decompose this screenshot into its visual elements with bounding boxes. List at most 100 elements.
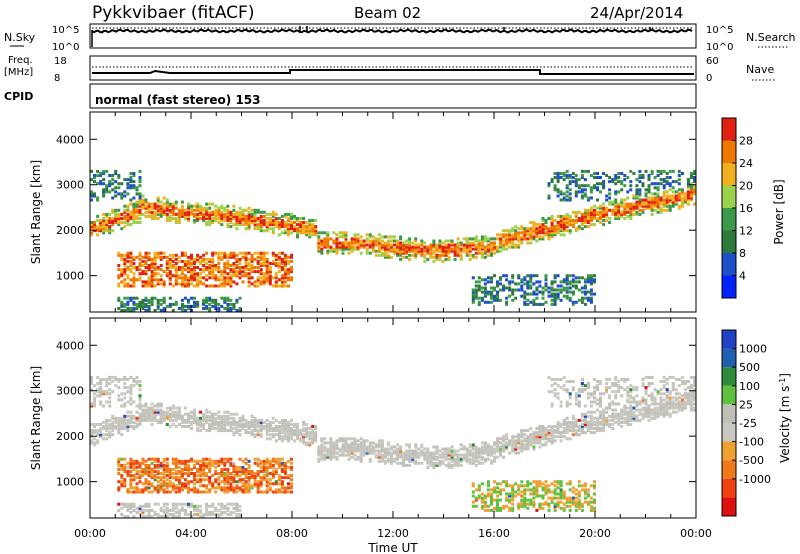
power-cell bbox=[668, 184, 672, 188]
power-cell bbox=[156, 302, 160, 306]
power-cell bbox=[308, 235, 312, 239]
velocity-cell bbox=[480, 500, 484, 504]
power-cell bbox=[129, 255, 133, 259]
power-cell bbox=[562, 288, 566, 292]
velocity-cell bbox=[180, 482, 184, 486]
power-cell bbox=[126, 266, 130, 269]
power-cell bbox=[517, 274, 521, 278]
power-cell bbox=[589, 296, 593, 300]
velocity-cell bbox=[199, 472, 203, 475]
velocity-cell bbox=[280, 437, 284, 441]
power-cell bbox=[659, 206, 663, 210]
velocity-cell bbox=[535, 427, 539, 430]
power-cell bbox=[423, 255, 427, 259]
power-cell bbox=[259, 257, 263, 261]
power-cell bbox=[199, 204, 203, 208]
velocity-cell bbox=[383, 449, 387, 453]
velocity-cell bbox=[365, 449, 369, 453]
velocity-cell bbox=[526, 441, 530, 445]
power-cell bbox=[217, 253, 221, 257]
power-cell bbox=[462, 249, 466, 253]
power-cell bbox=[132, 278, 136, 282]
power-y-axis-label: Slant Range [km] bbox=[29, 160, 43, 264]
power-cell bbox=[505, 243, 509, 247]
power-cell bbox=[214, 300, 218, 304]
power-cell bbox=[617, 212, 621, 216]
velocity-cell bbox=[168, 484, 172, 488]
power-cell bbox=[623, 208, 627, 212]
power-cell bbox=[656, 186, 660, 190]
velocity-cell bbox=[520, 449, 524, 453]
power-cell bbox=[689, 192, 693, 196]
velocity-cell bbox=[226, 513, 230, 516]
velocity-cell bbox=[217, 502, 221, 506]
velocity-cell bbox=[420, 461, 424, 465]
velocity-cell bbox=[344, 449, 348, 453]
power-cell bbox=[123, 296, 127, 300]
velocity-cell bbox=[299, 439, 303, 443]
velocity-cell bbox=[144, 410, 148, 414]
power-cell bbox=[526, 229, 530, 233]
power-cell bbox=[283, 257, 287, 261]
power-cell bbox=[456, 237, 460, 241]
velocity-cell bbox=[256, 488, 260, 492]
velocity-cell bbox=[477, 461, 481, 465]
power-cell bbox=[229, 276, 233, 280]
power-cell bbox=[641, 200, 645, 204]
velocity-cell bbox=[238, 423, 242, 426]
velocity-cell bbox=[486, 480, 490, 484]
velocity-cell bbox=[141, 416, 145, 420]
power-cell bbox=[299, 229, 303, 233]
velocity-cell bbox=[238, 420, 242, 424]
velocity-cell bbox=[211, 504, 215, 508]
power-cell bbox=[523, 302, 527, 306]
power-cell bbox=[123, 194, 127, 198]
velocity-cell bbox=[117, 418, 121, 422]
velocity-cell bbox=[490, 459, 493, 463]
velocity-cell bbox=[129, 398, 133, 402]
velocity-cell bbox=[199, 416, 203, 420]
power-cell bbox=[265, 264, 269, 267]
velocity-cell bbox=[483, 459, 487, 463]
velocity-cell bbox=[390, 451, 393, 455]
velocity-cell bbox=[168, 412, 172, 416]
velocity-cell bbox=[280, 486, 284, 490]
velocity-cell bbox=[514, 439, 518, 443]
velocity-cell bbox=[135, 375, 139, 379]
velocity-cell bbox=[293, 433, 296, 437]
velocity-cell bbox=[229, 482, 233, 486]
power-cell bbox=[223, 300, 227, 304]
power-cell bbox=[547, 235, 551, 239]
velocity-cell bbox=[250, 418, 254, 422]
power-cell bbox=[132, 221, 136, 224]
power-cell bbox=[586, 290, 590, 294]
velocity-cell bbox=[108, 433, 112, 437]
power-cell bbox=[423, 245, 427, 249]
velocity-cell bbox=[238, 515, 242, 518]
power-cell bbox=[274, 262, 278, 265]
power-cell bbox=[650, 212, 654, 216]
velocity-cell bbox=[235, 431, 239, 435]
power-cell bbox=[105, 221, 109, 224]
power-cell bbox=[144, 280, 148, 284]
velocity-cell bbox=[283, 488, 287, 492]
power-cell bbox=[599, 217, 602, 220]
velocity-cell bbox=[117, 502, 121, 506]
velocity-cell bbox=[486, 492, 490, 496]
velocity-cell bbox=[177, 414, 181, 418]
velocity-cell bbox=[329, 443, 333, 447]
velocity-cell bbox=[168, 472, 172, 475]
power-cell bbox=[244, 223, 248, 227]
velocity-cell bbox=[132, 400, 136, 404]
velocity-cell bbox=[177, 465, 181, 469]
power-cell bbox=[241, 255, 245, 259]
velocity-cell bbox=[138, 396, 142, 400]
power-cell bbox=[583, 221, 587, 224]
power-cell bbox=[180, 302, 184, 306]
power-cell bbox=[614, 212, 618, 216]
velocity-cell bbox=[535, 490, 539, 494]
power-cell bbox=[623, 212, 627, 216]
velocity-cell bbox=[238, 416, 242, 420]
velocity-cell bbox=[532, 504, 536, 508]
velocity-cell bbox=[123, 392, 127, 396]
